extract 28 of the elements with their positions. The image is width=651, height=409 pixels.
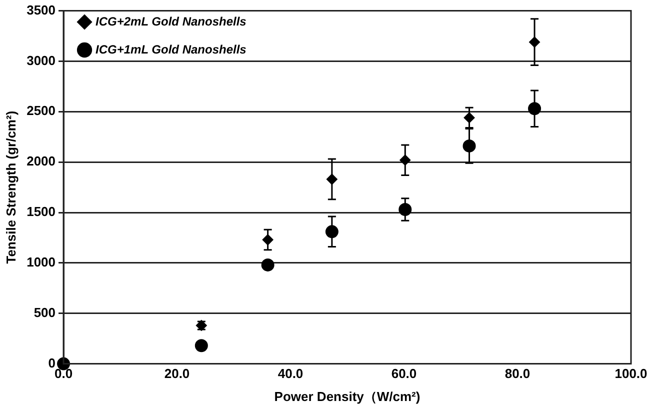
x-tick-label: 60.0	[391, 366, 417, 382]
y-tick-label: 500	[34, 304, 56, 320]
x-tick-label: 0.0	[54, 366, 73, 382]
point	[398, 202, 412, 216]
y-tick-label: 1500	[26, 204, 56, 220]
point	[400, 154, 411, 166]
y-tick-label: 1000	[26, 254, 56, 270]
x-tick-label: 20.0	[164, 366, 190, 382]
point	[325, 225, 338, 238]
point	[194, 339, 208, 352]
x-tick-label: 80.0	[504, 366, 530, 382]
y-tick-label: 0	[48, 355, 56, 370]
y-tick-label: 2500	[26, 103, 56, 118]
legend-label: ICG+1mL Gold Nanoshells	[96, 42, 247, 56]
x-axis-title: Power Density（W/cm²)	[274, 388, 420, 404]
point	[529, 36, 540, 48]
point	[326, 174, 338, 185]
y-tick-label: 3500	[26, 2, 56, 18]
point	[464, 112, 475, 124]
point	[528, 102, 542, 116]
legend-label: ICG+2mL Gold Nanoshells	[96, 14, 247, 28]
point	[262, 234, 274, 246]
x-tick-label: 100.0	[614, 366, 648, 382]
y-tick-label: 3000	[26, 52, 56, 68]
y-tick-label: 2000	[26, 154, 56, 169]
y-axis-title: Tensile Strength (gr/cm²)	[3, 110, 18, 264]
x-tick-label: 40.0	[278, 366, 304, 382]
point	[462, 139, 476, 152]
